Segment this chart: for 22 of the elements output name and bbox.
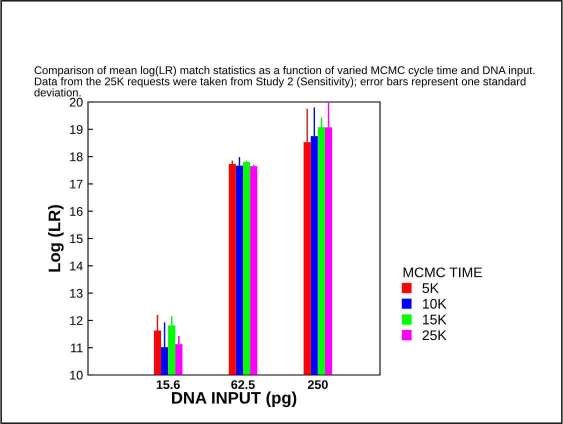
legend-label: 10K	[423, 298, 446, 309]
legend-label: 15K	[423, 314, 446, 324]
legend-title: MCMC TIME	[404, 267, 482, 278]
x-tick-label: 15.6	[156, 380, 180, 390]
y-tick-label: 16	[70, 207, 83, 216]
x-tick-label: 250	[308, 380, 328, 390]
y-tick-label: 11	[71, 344, 83, 352]
y-tick-label: 14	[70, 262, 83, 270]
x-tick-label: 62.5	[231, 380, 255, 390]
y-tick-label: 10	[70, 370, 83, 380]
chart-title: Comparison of mean log(LR) match statistics as a function of varied MCMC cycle time and DNA input. Data from the 25K requests were taken from Study 2 (Sensitivity); error bars represent one standard deviation.	[34, 66, 534, 96]
y-tick-label: 15	[70, 234, 83, 244]
x-axis-title: DNA INPUT (pg)	[172, 392, 296, 408]
y-tick-label: 19	[70, 125, 83, 134]
y-tick-label: 13	[70, 288, 83, 298]
y-tick-label: 18	[70, 152, 83, 162]
legend-label: 25K	[422, 330, 446, 340]
y-tick-label: 12	[70, 316, 83, 325]
y-axis-title: Log (LR)	[48, 205, 64, 272]
legend-label: 5K	[422, 283, 439, 294]
y-tick-label: 17	[70, 180, 83, 188]
y-tick-label: 20	[70, 98, 83, 107]
